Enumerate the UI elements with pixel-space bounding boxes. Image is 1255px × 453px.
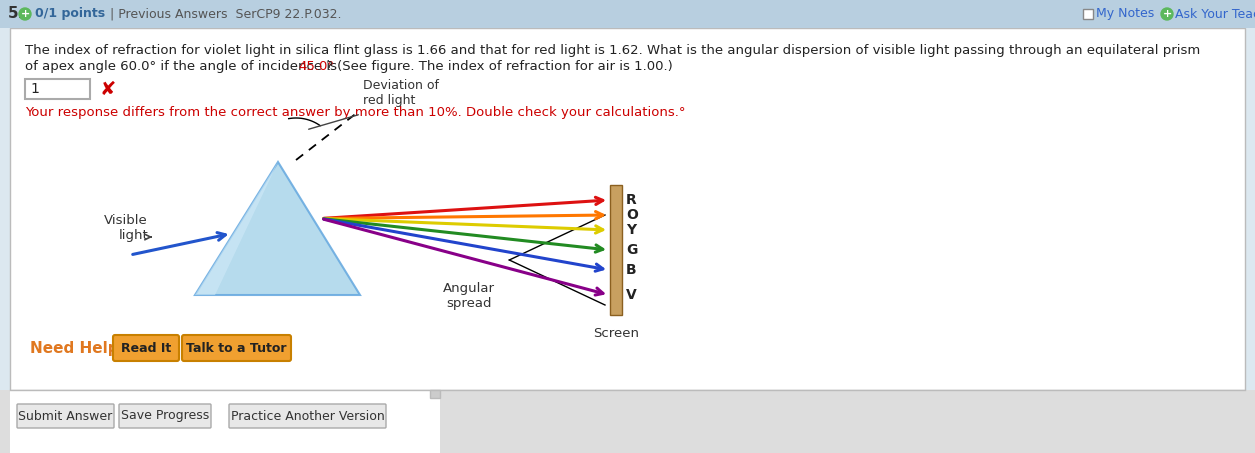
Text: G: G: [626, 243, 638, 257]
FancyBboxPatch shape: [228, 404, 387, 428]
Bar: [610, 185, 622, 315]
Text: Screen: Screen: [594, 327, 639, 340]
Text: Save Progress: Save Progress: [120, 410, 210, 423]
Bar: [1083, 9, 1093, 19]
Text: Angular
spread: Angular spread: [443, 282, 496, 310]
Text: Your response differs from the correct answer by more than 10%. Double check you: Your response differs from the correct a…: [25, 106, 685, 119]
Circle shape: [19, 8, 31, 20]
Polygon shape: [195, 162, 279, 295]
Bar: [0, 390, 1255, 453]
Text: Submit Answer: Submit Answer: [19, 410, 113, 423]
Text: The index of refraction for violet light in silica flint glass is 1.66 and that : The index of refraction for violet light…: [25, 44, 1200, 57]
Text: Deviation of
red light: Deviation of red light: [363, 79, 439, 107]
Text: Talk to a Tutor: Talk to a Tutor: [186, 342, 286, 355]
Text: ✘: ✘: [100, 79, 117, 98]
FancyBboxPatch shape: [113, 335, 179, 361]
Bar: [25, 79, 90, 99]
Circle shape: [1161, 8, 1173, 20]
FancyBboxPatch shape: [18, 404, 114, 428]
Text: O: O: [626, 208, 638, 222]
Text: | Previous Answers  SerCP9 22.P.032.: | Previous Answers SerCP9 22.P.032.: [110, 8, 341, 20]
Text: Y: Y: [626, 223, 636, 237]
Text: 0/1 points: 0/1 points: [35, 8, 105, 20]
Text: of apex angle 60.0° if the angle of incidence is: of apex angle 60.0° if the angle of inci…: [25, 60, 341, 73]
Bar: [10, 390, 441, 453]
Text: Practice Another Version: Practice Another Version: [231, 410, 384, 423]
Text: +: +: [1162, 9, 1172, 19]
Text: 5.: 5.: [8, 6, 24, 21]
Bar: [0, 0, 1255, 28]
Polygon shape: [195, 162, 360, 295]
Text: 45.0°: 45.0°: [299, 60, 334, 73]
Text: R: R: [626, 193, 636, 207]
Bar: [10, 28, 1245, 390]
FancyBboxPatch shape: [182, 335, 291, 361]
Text: Need Help?: Need Help?: [30, 341, 128, 356]
Text: ? (See figure. The index of refraction for air is 1.00.): ? (See figure. The index of refraction f…: [326, 60, 673, 73]
Text: Ask Your Teacher: Ask Your Teacher: [1175, 8, 1255, 20]
Text: My Notes: My Notes: [1096, 8, 1155, 20]
Text: 1: 1: [30, 82, 39, 96]
Text: V: V: [626, 288, 636, 302]
Text: Visible
light: Visible light: [104, 214, 148, 242]
Text: Read It: Read It: [120, 342, 171, 355]
Polygon shape: [430, 390, 441, 398]
Text: +: +: [20, 9, 30, 19]
Text: B: B: [626, 263, 636, 277]
FancyBboxPatch shape: [119, 404, 211, 428]
